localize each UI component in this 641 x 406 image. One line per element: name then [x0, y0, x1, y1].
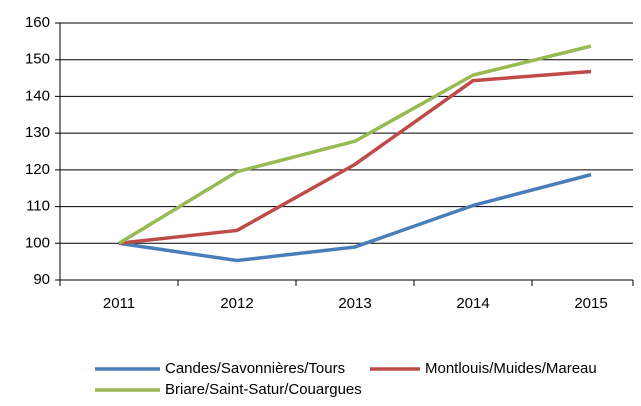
y-tick-label: 110 [26, 198, 50, 215]
x-tick-label: 2015 [574, 295, 607, 312]
legend-label: Briare/Saint-Satur/Couargues [165, 381, 362, 398]
y-tick-label: 160 [25, 14, 50, 31]
y-tick-label: 100 [25, 234, 50, 251]
series-line [118, 69, 592, 246]
x-tick-label: 2012 [220, 295, 253, 312]
y-tick-label: 90 [33, 271, 50, 288]
y-tick-label: 120 [25, 161, 50, 178]
legend-label: Candes/Savonnières/Tours [165, 360, 345, 377]
x-tick-label: 2011 [103, 295, 135, 312]
y-tick-label: 140 [25, 87, 50, 104]
series-line [118, 44, 592, 245]
y-tick-label: 130 [25, 124, 50, 141]
legend-label: Montlouis/Muides/Mareau [425, 360, 597, 377]
y-tick-label: 150 [25, 51, 50, 68]
x-tick-label: 2014 [456, 295, 489, 312]
x-tick-label: 2013 [338, 295, 371, 312]
series-line [118, 172, 592, 263]
